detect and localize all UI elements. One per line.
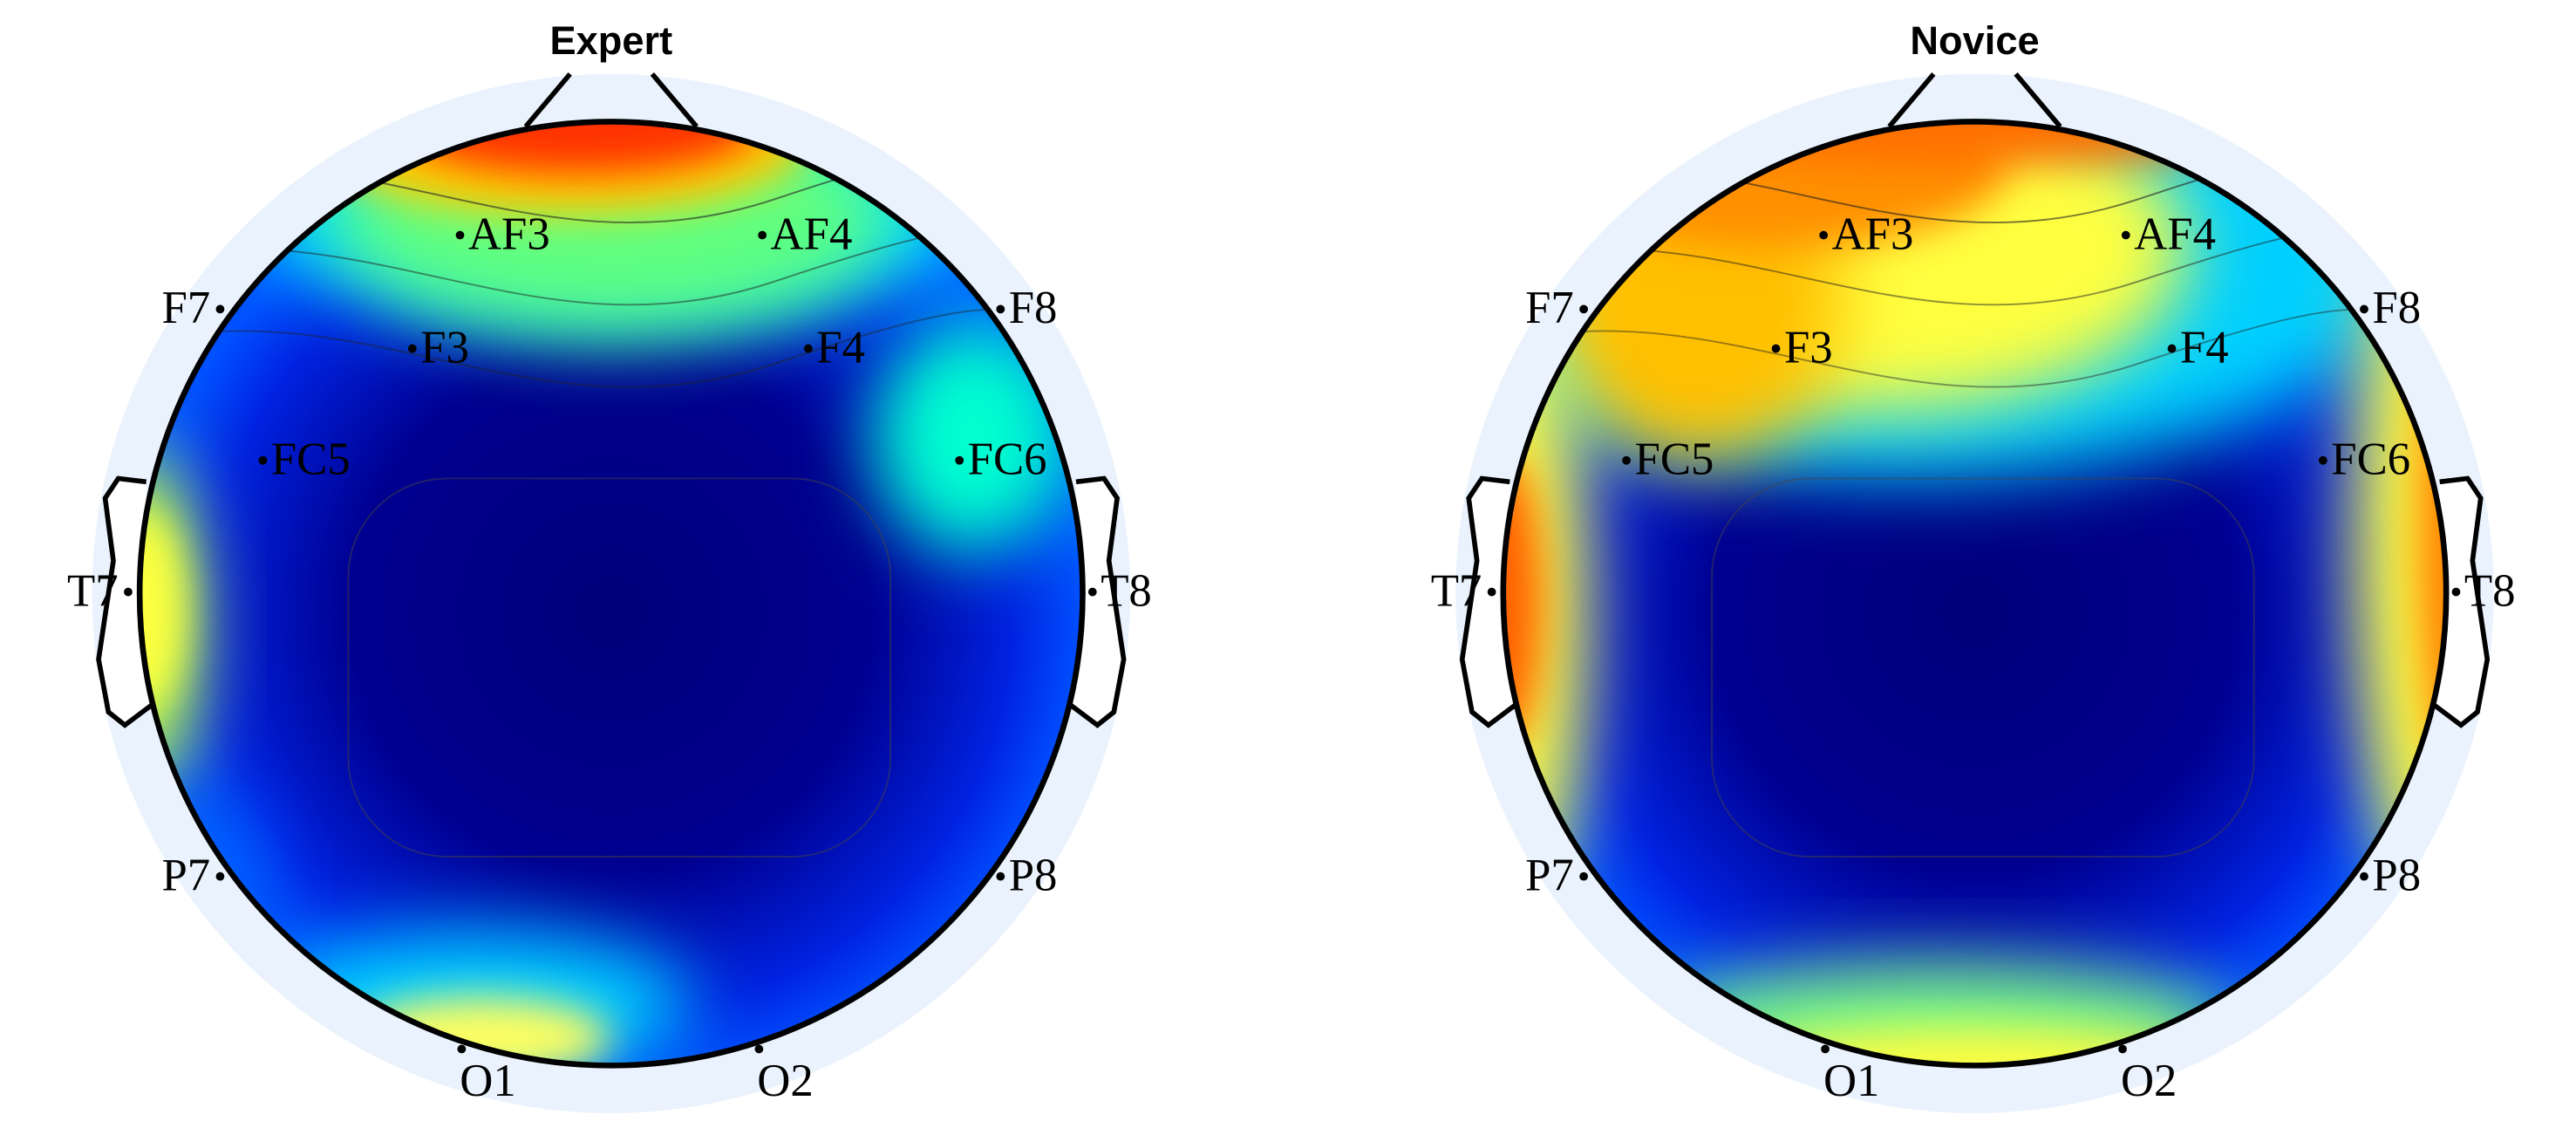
electrode-label: F4 [816, 322, 865, 373]
electrode-label: F8 [1009, 283, 1058, 333]
electrode-label: F8 [2372, 283, 2421, 333]
electrode-label: FC5 [1635, 434, 1714, 485]
electrode [2167, 344, 2177, 353]
topo-panel: Novice AF3 AF4 F7 F8 F3 F4 FC5 FC6 T7 T8 P7 P8 O1 O2 [1431, 18, 2516, 1114]
heat-region [140, 511, 184, 709]
electrode-label: P7 [161, 850, 210, 900]
electrode [955, 455, 964, 465]
electrode-label: T8 [1101, 565, 1152, 616]
panel-title: Expert [549, 18, 672, 63]
electrode [215, 304, 225, 314]
right-ear [2433, 475, 2491, 728]
head-outline [1500, 119, 2450, 1069]
electrode-label: FC6 [2331, 434, 2410, 485]
electrode [1771, 344, 1781, 353]
nose [1887, 72, 2062, 128]
electrode-label: AF4 [771, 209, 853, 259]
electrode-label: O1 [1823, 1056, 1879, 1106]
heat-region [1503, 454, 1544, 750]
head-outline [136, 119, 1086, 1069]
electrode [2318, 455, 2327, 465]
electrode [455, 230, 465, 240]
electrode-label: AF3 [1832, 209, 1914, 259]
electrode-label: P7 [1525, 850, 1574, 900]
heat-region [1728, 1029, 2222, 1066]
electrode [803, 344, 813, 353]
electrode-label: O2 [2121, 1056, 2177, 1106]
electrode [1579, 304, 1589, 314]
contour [347, 477, 892, 858]
heat-region [874, 322, 1072, 553]
electrode [996, 872, 1005, 881]
electrode [1819, 230, 1829, 240]
electrode [2121, 230, 2130, 240]
electrode-label: O2 [757, 1056, 813, 1106]
electrode [258, 455, 268, 465]
electrode-label: F3 [1784, 322, 1833, 373]
electrode-label: FC5 [271, 434, 351, 485]
contour [1711, 477, 2255, 858]
left-ear [96, 475, 153, 728]
electrode-label: F3 [420, 322, 469, 373]
electrode-label: AF4 [2134, 209, 2216, 259]
topo-panel: Expert AF3 AF4 F7 F8 F3 F4 FC5 FC6 T7 T8 P7 P8 O1 O2 [67, 18, 1152, 1114]
electrode [407, 344, 417, 353]
electrode [2360, 304, 2368, 314]
electrode [1087, 587, 1097, 597]
electrode [2360, 872, 2368, 881]
electrode-label: F7 [1525, 283, 1574, 333]
right-ear [1069, 475, 1127, 728]
electrode [758, 230, 767, 240]
heatmap [140, 121, 1083, 1066]
electrode [457, 1044, 467, 1054]
electrode [124, 587, 133, 597]
electrode-label: T7 [1431, 565, 1482, 616]
electrode [754, 1044, 764, 1054]
electrode-label: FC6 [968, 434, 1047, 485]
electrode [2451, 587, 2461, 597]
electrode-label: P8 [1009, 850, 1058, 900]
electrode [1487, 587, 1496, 597]
heatmap-base [140, 121, 1083, 1066]
nose [523, 72, 699, 128]
electrode [1579, 872, 1589, 881]
electrode [2118, 1044, 2127, 1054]
electrode-label: P8 [2372, 850, 2421, 900]
electrode-label: F4 [2180, 322, 2229, 373]
electrode-label: T8 [2464, 565, 2516, 616]
electrode-label: AF3 [468, 209, 550, 259]
electrode-label: T7 [67, 565, 119, 616]
electrode-label: O1 [460, 1056, 515, 1106]
left-ear [1459, 475, 1516, 728]
panel-title: Novice [1910, 18, 2039, 63]
electrode [1821, 1044, 1830, 1054]
electrode [215, 872, 225, 881]
electrode [996, 304, 1005, 314]
electrode-label: F7 [161, 283, 210, 333]
electrode [1622, 455, 1631, 465]
